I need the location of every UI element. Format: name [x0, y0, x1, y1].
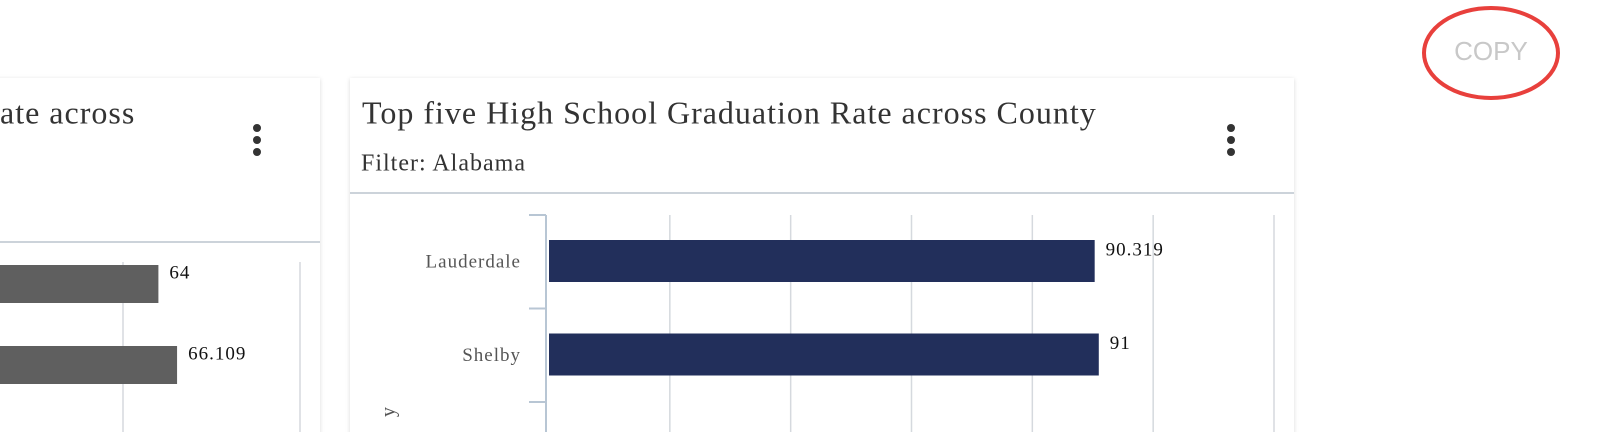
- category-label: Shelby: [462, 345, 521, 366]
- menu-button[interactable]: [1227, 124, 1235, 156]
- copy-button[interactable]: COPY: [1454, 36, 1528, 66]
- card-subtitle: Filter: Alabama: [361, 151, 526, 177]
- bar: [549, 333, 1099, 376]
- highlight: [1422, 6, 1560, 100]
- category-label: Lauderdale: [426, 251, 521, 272]
- card-title: ate across: [0, 94, 135, 130]
- value-label: 64: [169, 262, 190, 283]
- bar: [0, 265, 159, 303]
- card-title: Top five High School Graduation Rate acr…: [362, 94, 1097, 130]
- y-axis-label: y: [378, 407, 400, 417]
- menu-button[interactable]: [253, 124, 261, 156]
- bar: [0, 346, 178, 384]
- value-label: 91: [1110, 333, 1131, 354]
- value-label: 66.109: [188, 343, 246, 364]
- bar: [549, 240, 1095, 282]
- value-label: 90.319: [1106, 239, 1164, 260]
